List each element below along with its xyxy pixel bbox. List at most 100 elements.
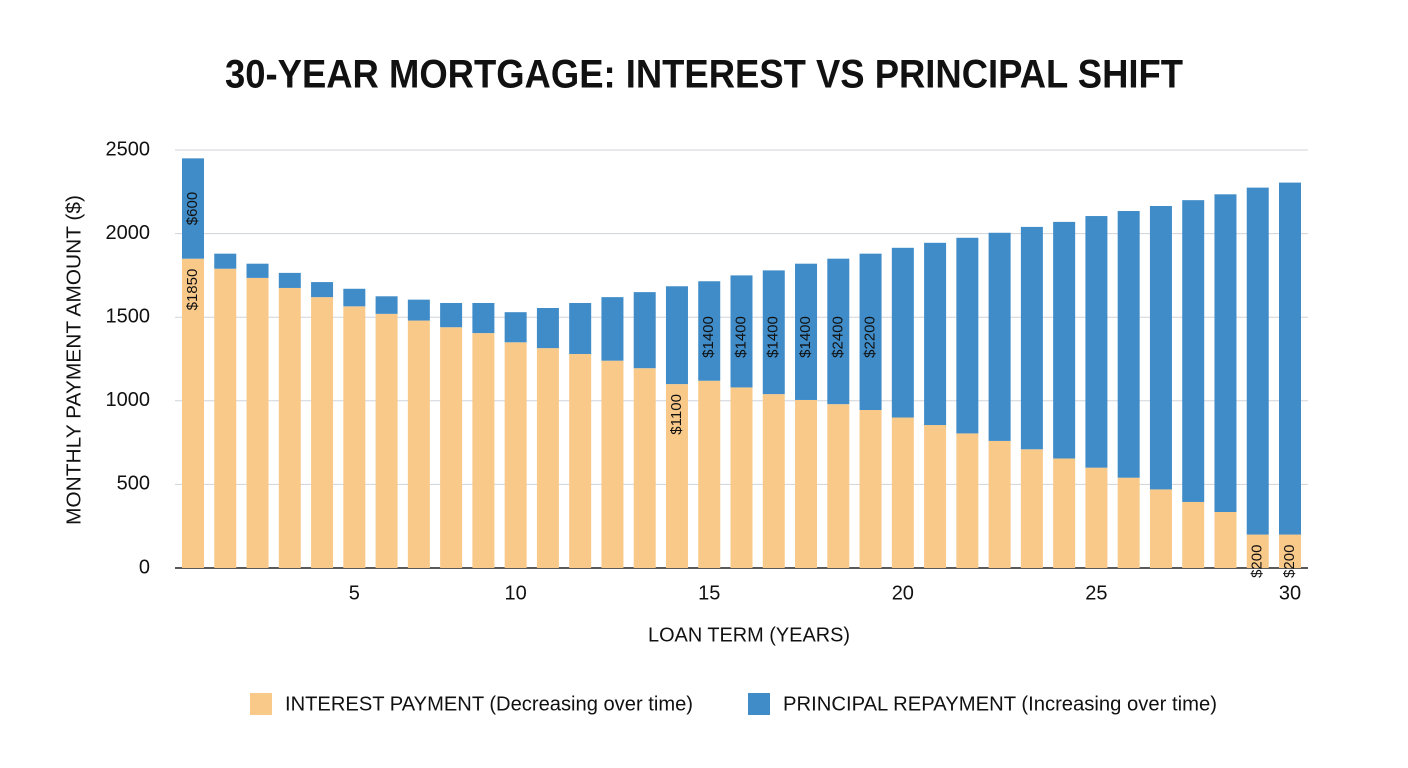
legend-label: PRINCIPAL REPAYMENT (Increasing over tim… (783, 693, 1217, 715)
bar-segment (1246, 187, 1269, 535)
legend-swatch (250, 693, 272, 715)
bar-segment (859, 253, 882, 410)
bar-segment (795, 263, 818, 400)
bar-segment (472, 333, 495, 568)
bar-segment (665, 384, 688, 568)
bar-segment (1085, 467, 1108, 568)
bar-segment (246, 277, 269, 568)
bar-segment (1149, 489, 1172, 568)
y-tick-label: 1000 (106, 389, 151, 411)
bar-segment (1182, 200, 1205, 502)
bar-segment (1020, 449, 1043, 568)
y-tick-label: 0 (139, 556, 150, 578)
bar-segment (762, 394, 785, 568)
bar-segment (311, 282, 334, 298)
bar-segment (698, 281, 721, 381)
bar-segment (1214, 511, 1237, 568)
x-tick-label: 25 (1085, 582, 1107, 604)
bar-segment (827, 404, 850, 568)
bar-segment (440, 327, 463, 568)
chart-title: 30-YEAR MORTGAGE: INTEREST VS PRINCIPAL … (225, 53, 1183, 97)
bar-segment (407, 299, 430, 321)
legend-swatch (748, 693, 770, 715)
bar-segment (601, 297, 624, 361)
bar-segment (601, 360, 624, 568)
bar-segment (278, 287, 301, 568)
annotation: $1400 (765, 316, 782, 358)
y-tick-label: 1500 (106, 305, 151, 327)
bar-segment (1020, 226, 1043, 450)
bar-segment (988, 440, 1011, 568)
bar-segment (569, 302, 592, 354)
y-axis-label: MONTHLY PAYMENT AMOUNT ($) (63, 195, 85, 525)
annotation: $1400 (732, 316, 749, 358)
annotation: $1400 (797, 316, 814, 358)
bar-segment (1085, 216, 1108, 468)
data-label: $200 (1281, 545, 1298, 578)
bar-segment (440, 302, 463, 328)
y-tick-label: 2000 (106, 222, 151, 244)
bar-segment (214, 253, 237, 269)
x-tick-label: 20 (892, 582, 914, 604)
bar-segment (795, 399, 818, 568)
bar-segment (1149, 206, 1172, 490)
bar-segment (827, 258, 850, 405)
bar-segment (278, 272, 301, 288)
bar-segment (1279, 534, 1301, 568)
x-axis-label: LOAN TERM (YEARS) (648, 624, 850, 646)
bar-segment (1053, 458, 1076, 568)
bar-segment (956, 433, 979, 568)
bar-segment (375, 313, 398, 568)
bar-segment (1279, 182, 1301, 535)
bar-segment (1053, 221, 1076, 459)
x-tick-label: 30 (1279, 582, 1301, 604)
bar-segment (956, 237, 979, 434)
bar-segment (1214, 194, 1237, 512)
bar-segment (891, 247, 914, 418)
bar-segment (569, 353, 592, 568)
bar-segment (536, 308, 559, 349)
bar-segment (633, 292, 656, 369)
bar-segment (730, 387, 753, 568)
bar-segment (214, 268, 237, 568)
legend-label: INTEREST PAYMENT (Decreasing over time) (285, 693, 693, 715)
bar-segment (472, 302, 495, 334)
data-label: $1850 (184, 269, 201, 311)
bar-segment (1117, 477, 1140, 568)
bar-segment (375, 296, 398, 314)
bar-segment (988, 232, 1011, 441)
data-label: $1100 (668, 394, 685, 435)
bar-segment (698, 380, 721, 568)
bar-segment (182, 158, 204, 259)
bar-segment (343, 288, 366, 307)
bar-segment (730, 275, 753, 388)
x-tick-label: 10 (505, 582, 527, 604)
data-label: $200 (1249, 545, 1266, 578)
annotation: $2400 (829, 316, 846, 358)
bar-segment (407, 320, 430, 568)
bar-segment (504, 312, 527, 343)
bar-segment (1246, 534, 1269, 568)
annotation: $1400 (700, 316, 717, 358)
x-tick-label: 15 (698, 582, 720, 604)
bar-segment (1182, 501, 1205, 568)
bar-segment (311, 297, 334, 568)
bar-segment (924, 425, 947, 568)
bar-segment (891, 417, 914, 568)
bar-segment (924, 242, 947, 426)
bar-segment (504, 342, 527, 568)
bar-segment (1117, 211, 1140, 478)
bar-segment (182, 258, 204, 568)
bar-segment (343, 306, 366, 568)
y-tick-label: 2500 (106, 138, 151, 160)
bar-segment (246, 263, 269, 278)
bar-segment (762, 270, 785, 395)
bar-segment (665, 286, 688, 385)
bar-segment (859, 409, 882, 568)
x-tick-label: 5 (349, 582, 360, 604)
y-tick-label: 500 (117, 473, 150, 495)
annotation: $2200 (862, 316, 879, 358)
bar-segment (536, 348, 559, 568)
bar-segment (633, 368, 656, 568)
